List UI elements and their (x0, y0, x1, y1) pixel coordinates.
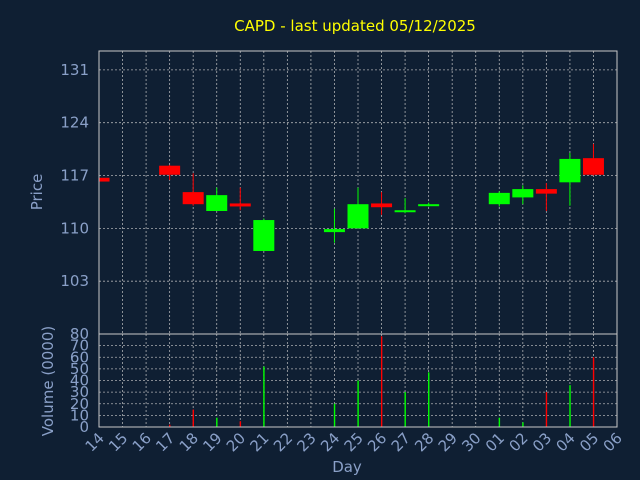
price-panel: 103 110 117 124 131 (60, 50, 618, 335)
volume-bar (216, 417, 218, 427)
candle-body (488, 192, 510, 205)
candle-body (159, 165, 181, 175)
volume-bar (545, 392, 548, 427)
volume-bar (380, 336, 383, 427)
volume-tick-label: 40 (70, 372, 89, 390)
x-tick-label: 05 (576, 429, 602, 455)
x-tick-label: 30 (458, 429, 484, 455)
x-tick-label: 18 (176, 429, 202, 455)
candle-body (323, 229, 345, 233)
candle-body (182, 192, 204, 205)
x-tick-label: 02 (505, 429, 531, 455)
volume-tick-label: 10 (70, 406, 89, 424)
x-tick-label: 20 (223, 429, 249, 455)
volume-bar (404, 392, 406, 427)
price-tick-label: 124 (60, 114, 89, 132)
x-tick-label: 03 (529, 429, 555, 455)
candle-body (347, 204, 369, 229)
volume-tick-label: 80 (70, 325, 89, 343)
x-tick-label: 26 (364, 429, 390, 455)
chart-title: CAPD - last updated 05/12/2025 (234, 17, 476, 35)
volume-tick-label: 60 (70, 348, 89, 366)
volume-bar (592, 357, 595, 427)
volume-frame (98, 333, 618, 428)
volume-bar (498, 417, 501, 427)
volume-tick-label: 50 (70, 360, 89, 378)
price-tick-label: 110 (60, 219, 89, 237)
x-tick-labels: 1415161718192021222324252627282930010203… (82, 429, 626, 455)
candle-body (99, 177, 110, 182)
volume-bar (263, 366, 265, 427)
volume-axis-label: Volume (0000) (39, 326, 57, 436)
candle-body (418, 204, 440, 207)
x-tick-label: 17 (152, 429, 178, 455)
candle-body (512, 189, 534, 198)
x-tick-label: 28 (411, 429, 437, 455)
candle-body (559, 158, 581, 183)
candle-body (229, 203, 251, 207)
price-tick-label: 117 (60, 167, 89, 185)
candle-body (206, 195, 228, 211)
volume-bar (569, 385, 571, 427)
x-tick-label: 23 (294, 429, 320, 455)
x-tick-label: 04 (553, 429, 579, 455)
volume-tick-label: 0 (79, 418, 89, 436)
x-tick-label: 06 (600, 429, 626, 455)
volume-bar (239, 421, 242, 427)
volume-tick-label: 70 (70, 337, 89, 355)
volume-bar (428, 372, 430, 427)
volume-bar (192, 409, 194, 427)
x-axis-label: Day (332, 458, 362, 476)
volume-tick-label: 30 (70, 383, 89, 401)
volume-bar (522, 422, 524, 427)
candle-body (582, 158, 604, 175)
price-candles (98, 143, 604, 251)
x-tick-label: 16 (129, 429, 155, 455)
x-tick-label: 24 (317, 429, 343, 455)
volume-bars (169, 336, 595, 427)
x-tick-label: 01 (482, 429, 508, 455)
x-tick-label: 15 (105, 429, 131, 455)
price-tick-label: 103 (60, 272, 89, 290)
volume-bar (169, 424, 171, 427)
x-tick-label: 22 (270, 429, 296, 455)
x-tick-label: 19 (199, 429, 225, 455)
x-tick-label: 25 (341, 429, 367, 455)
price-tick-label: 131 (60, 61, 89, 79)
candle-body (535, 189, 557, 194)
price-y-ticks: 103 110 117 124 131 (60, 61, 89, 290)
candle-body (394, 210, 416, 213)
volume-bar (333, 403, 336, 427)
x-tick-label: 29 (435, 429, 461, 455)
x-tick-label: 27 (388, 429, 414, 455)
volume-bar (357, 380, 359, 427)
x-tick-label: 21 (246, 429, 272, 455)
candle-body (371, 203, 393, 208)
candle-body (253, 220, 275, 251)
price-axis-label: Price (28, 174, 46, 211)
volume-tick-label: 20 (70, 395, 89, 413)
